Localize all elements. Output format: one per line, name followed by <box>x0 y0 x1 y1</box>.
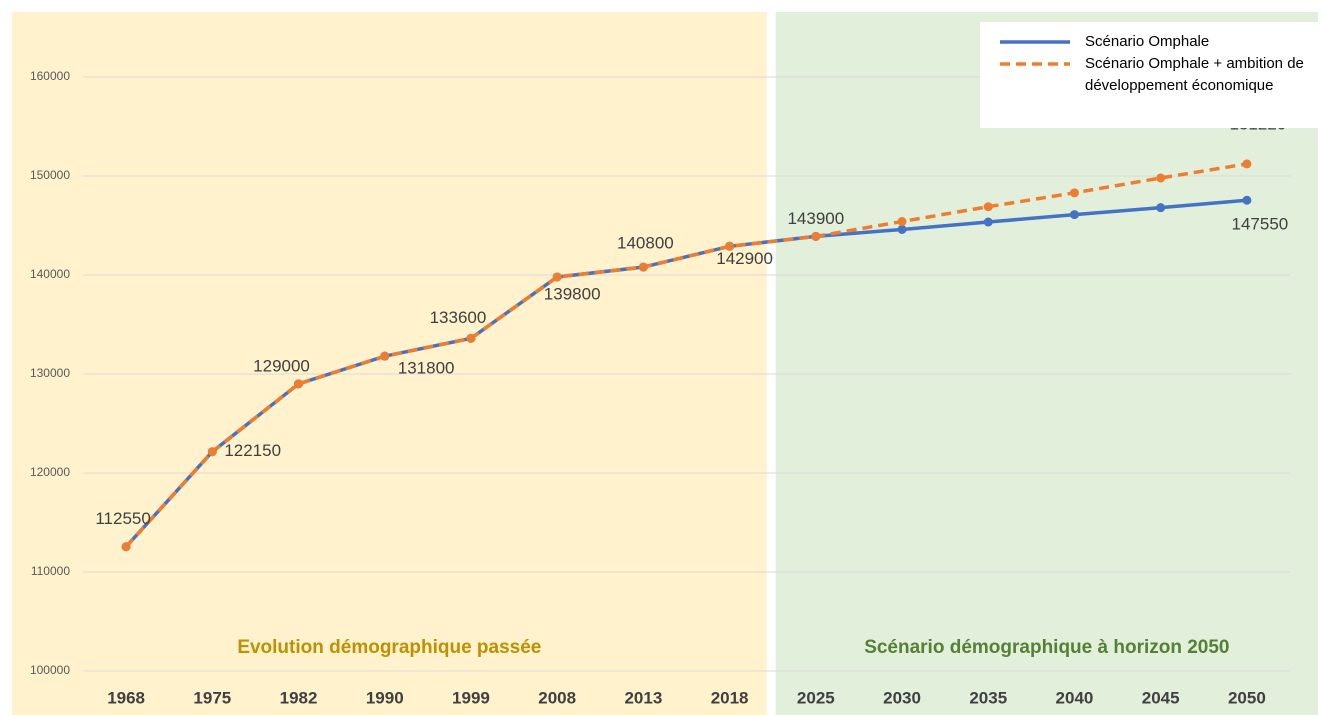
data-label: 143900 <box>787 209 844 228</box>
data-label: 142900 <box>716 249 773 268</box>
point <box>294 379 304 389</box>
data-label: 112550 <box>95 509 150 528</box>
point <box>380 351 390 361</box>
point <box>1069 210 1079 220</box>
point <box>1242 195 1252 205</box>
legend-entry: Scénario Omphale + ambition de développe… <box>1085 55 1304 94</box>
x-tick-label: 2035 <box>969 688 1007 707</box>
region-label: Scénario démographique à horizon 2050 <box>864 637 1229 658</box>
region-label: Evolution démographique passée <box>237 637 541 658</box>
y-tick-label: 120000 <box>30 465 70 479</box>
x-tick-label: 1999 <box>452 688 490 707</box>
legend-box <box>980 22 1322 128</box>
data-label: 129000 <box>253 356 310 375</box>
y-tick-label: 130000 <box>30 366 70 380</box>
point <box>725 241 735 251</box>
legend-label: Scénario Omphale + ambition de développe… <box>1085 55 1304 94</box>
x-tick-label: 2045 <box>1142 688 1180 707</box>
point <box>1069 188 1079 198</box>
data-label: 133600 <box>430 308 487 327</box>
y-tick-label: 140000 <box>30 267 70 281</box>
region <box>775 12 1318 715</box>
data-label: 122150 <box>224 441 281 460</box>
point <box>983 202 993 212</box>
x-tick-label: 2050 <box>1228 688 1266 707</box>
x-tick-label: 2008 <box>538 688 576 707</box>
y-tick-label: 100000 <box>30 663 70 677</box>
point <box>1156 203 1166 213</box>
data-label: 139800 <box>544 284 601 303</box>
point <box>552 272 562 282</box>
x-tick-label: 2018 <box>711 688 749 707</box>
point <box>121 542 131 552</box>
legend-entry: Scénario Omphale <box>1085 33 1210 50</box>
point <box>897 217 907 227</box>
legend-label: Scénario Omphale <box>1085 33 1210 50</box>
point <box>207 447 217 457</box>
data-label: 147550 <box>1232 215 1289 234</box>
point <box>983 217 993 227</box>
x-tick-label: 1982 <box>280 688 318 707</box>
data-label: 131800 <box>398 359 455 378</box>
point <box>638 262 648 272</box>
data-label: 140800 <box>617 234 674 253</box>
y-tick-label: 160000 <box>30 69 70 83</box>
y-tick-label: 150000 <box>30 168 70 182</box>
point <box>466 333 476 343</box>
x-tick-label: 1990 <box>366 688 404 707</box>
region <box>12 12 767 715</box>
x-tick-label: 2040 <box>1056 688 1094 707</box>
x-tick-label: 1968 <box>107 688 145 707</box>
point <box>811 231 821 241</box>
point <box>1156 173 1166 183</box>
x-tick-label: 2025 <box>797 688 835 707</box>
y-tick-label: 110000 <box>31 564 70 578</box>
x-tick-label: 2030 <box>883 688 921 707</box>
point <box>897 224 907 234</box>
point <box>1242 159 1252 169</box>
x-tick-label: 1975 <box>193 688 231 707</box>
x-tick-label: 2013 <box>624 688 662 707</box>
line <box>124 198 1248 548</box>
line <box>124 162 1248 548</box>
